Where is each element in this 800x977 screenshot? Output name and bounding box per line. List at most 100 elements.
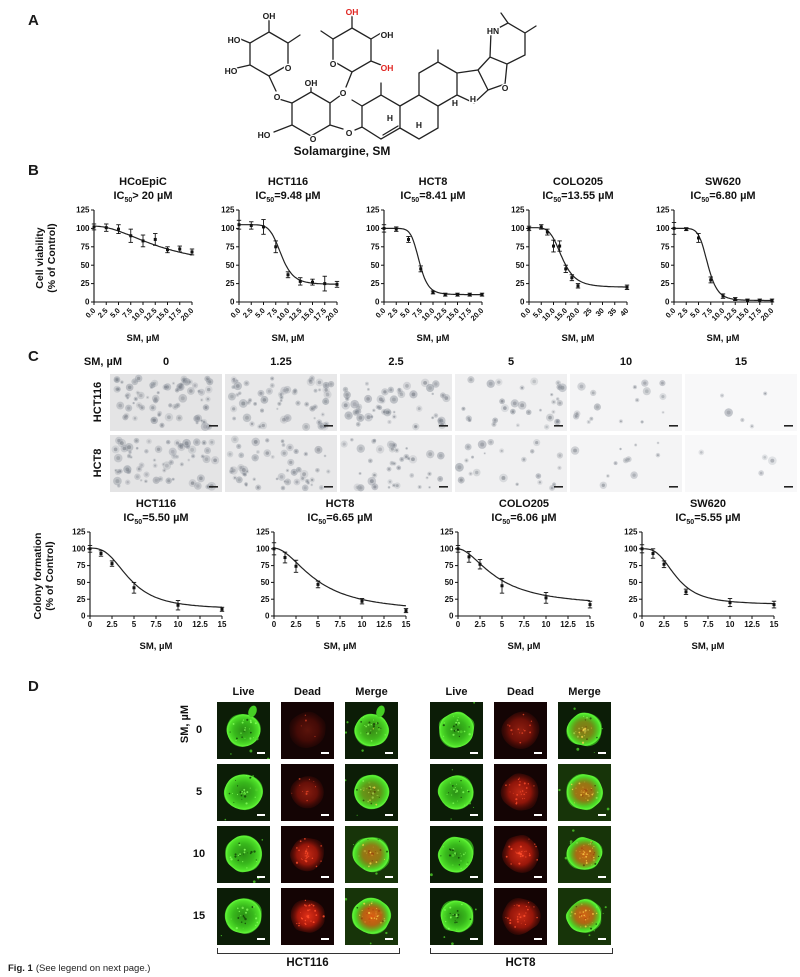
atom-label: OH <box>346 7 359 17</box>
svg-text:7.5: 7.5 <box>150 620 162 629</box>
spheroid-dead-image <box>494 702 547 759</box>
channel-header-live: Live <box>232 686 255 698</box>
atom-label: H <box>470 94 476 104</box>
chart-title: SW620 IC50=5.55 µM <box>675 498 741 526</box>
atom-label: H <box>387 113 393 123</box>
colony-image <box>110 435 222 492</box>
svg-text:50: 50 <box>261 578 270 587</box>
structure-double-bond <box>382 125 399 136</box>
colony-image <box>225 435 337 492</box>
atom-label: O <box>340 88 347 98</box>
svg-text:75: 75 <box>226 242 235 251</box>
svg-text:15: 15 <box>586 620 595 629</box>
dose-response-chart-HCT8: HCT8 IC50=6.65 µM 0 25 50 75 100 125 0 2.5 5 7.5 10 1… <box>240 498 416 652</box>
svg-text:0: 0 <box>272 620 277 629</box>
dose-response-chart-COLO205: COLO205 IC50=13.55 µM 0 25 50 75 100 125 0.0 5.0 1… <box>495 176 637 344</box>
y-label-line1: Cell viability <box>33 227 46 289</box>
panel-b-y-axis-label: Cell viability (% of Control) <box>34 183 58 333</box>
spheroid-live-image <box>430 764 483 821</box>
svg-text:20.0: 20.0 <box>179 306 196 323</box>
chart-title: HCoEpiC IC50> 20 µM <box>113 176 173 204</box>
channel-header-dead: Dead <box>294 686 321 698</box>
svg-text:25: 25 <box>629 595 638 604</box>
spheroid-dead-image <box>281 826 334 883</box>
spheroid-merge-image <box>558 826 611 883</box>
svg-text:50: 50 <box>226 261 235 270</box>
chart-title: SW620 IC50=6.80 µM <box>690 176 756 204</box>
svg-text:25: 25 <box>77 595 86 604</box>
spheroid-live-image <box>217 702 270 759</box>
group-label: HCT116 <box>286 957 329 969</box>
spheroid-live-image <box>217 888 270 945</box>
colony-image <box>685 435 797 492</box>
colony-image <box>455 435 567 492</box>
concentration-label: 0 <box>162 356 170 368</box>
dose-response-chart-SW620: SW620 IC50=5.55 µM 0 25 50 75 100 125 0 2.5 5 7.5 10… <box>608 498 784 652</box>
svg-text:SM, µM: SM, µM <box>127 333 160 344</box>
spheroid-dead-image <box>494 888 547 945</box>
svg-text:100: 100 <box>656 224 670 233</box>
svg-text:125: 125 <box>221 206 235 215</box>
atom-label: OH <box>381 30 394 40</box>
svg-text:10: 10 <box>358 620 367 629</box>
atom-label: O <box>502 83 509 93</box>
svg-text:25: 25 <box>581 306 593 318</box>
panel-c-y-axis-label: Colony formation (% of Control) <box>32 501 56 651</box>
svg-text:100: 100 <box>76 224 90 233</box>
svg-text:100: 100 <box>440 544 454 553</box>
svg-text:10: 10 <box>542 620 551 629</box>
svg-text:5: 5 <box>500 620 505 629</box>
concentration-label: 1.25 <box>270 356 292 368</box>
svg-text:25: 25 <box>261 595 270 604</box>
svg-text:2.5: 2.5 <box>658 620 670 629</box>
y-label-line1: Colony formation <box>31 532 44 620</box>
channel-header-dead: Dead <box>507 686 534 698</box>
svg-text:100: 100 <box>221 224 235 233</box>
svg-text:12.5: 12.5 <box>192 620 208 629</box>
svg-text:0: 0 <box>456 620 461 629</box>
svg-text:SM, µM: SM, µM <box>324 641 357 652</box>
svg-text:100: 100 <box>256 544 270 553</box>
svg-text:20.0: 20.0 <box>759 306 776 323</box>
svg-text:SM, µM: SM, µM <box>508 641 541 652</box>
concentration-label: 2.5 <box>388 356 404 368</box>
svg-text:75: 75 <box>516 242 525 251</box>
svg-text:15: 15 <box>770 620 779 629</box>
spheroid-merge-image <box>345 702 398 759</box>
cell-line-label: HCT8 <box>92 448 104 477</box>
colony-grid-header: SM, µM <box>83 356 122 368</box>
y-label-line2: (% of Control) <box>44 541 56 611</box>
svg-text:SM, µM: SM, µM <box>417 333 450 344</box>
svg-text:100: 100 <box>366 224 380 233</box>
svg-text:12.5: 12.5 <box>376 620 392 629</box>
svg-text:75: 75 <box>445 561 454 570</box>
channel-header-live: Live <box>445 686 468 698</box>
atom-label: H <box>452 98 458 108</box>
dose-response-chart-COLO205: COLO205 IC50=6.06 µM 0 25 50 75 100 125 0 2.5 5 7.5… <box>424 498 600 652</box>
svg-text:125: 125 <box>624 528 638 537</box>
figure-caption: Fig. 1 (See legend on next page.) <box>8 963 150 974</box>
atom-label: HO <box>225 66 238 76</box>
svg-text:0: 0 <box>665 298 670 307</box>
channel-header-merge: Merge <box>355 686 388 698</box>
chart-title: HCT116 IC50=9.48 µM <box>255 176 321 204</box>
atom-label: HO <box>228 35 241 45</box>
svg-text:5: 5 <box>684 620 689 629</box>
svg-text:125: 125 <box>440 528 454 537</box>
svg-text:10: 10 <box>174 620 183 629</box>
concentration-label: 15 <box>734 356 748 368</box>
svg-text:75: 75 <box>661 242 670 251</box>
atom-label: O <box>274 92 281 102</box>
svg-text:SM, µM: SM, µM <box>707 333 740 344</box>
atom-label: HN <box>487 26 499 36</box>
colony-image <box>685 374 797 431</box>
svg-text:0: 0 <box>81 612 86 621</box>
svg-text:SM, µM: SM, µM <box>562 333 595 344</box>
svg-text:0: 0 <box>265 612 270 621</box>
svg-text:25: 25 <box>371 279 380 288</box>
cell-line-label: HCT116 <box>92 381 104 422</box>
svg-text:75: 75 <box>77 561 86 570</box>
svg-text:125: 125 <box>256 528 270 537</box>
